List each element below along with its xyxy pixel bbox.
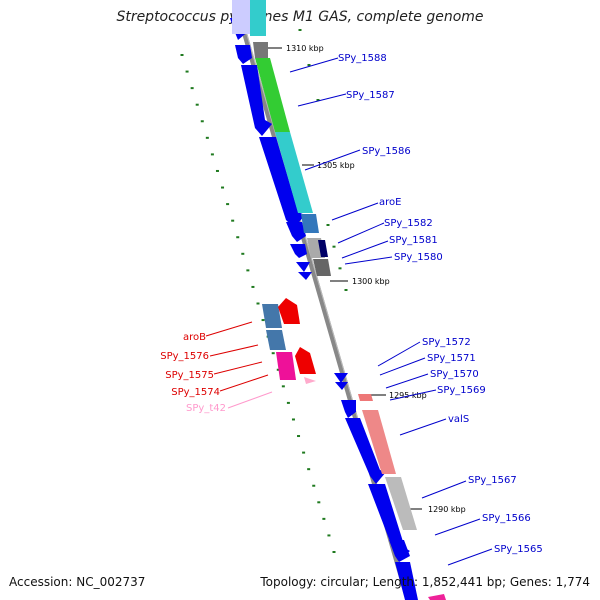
- gene-label[interactable]: SPy_1565: [494, 544, 543, 555]
- trna-marker[interactable]: [304, 377, 316, 384]
- cog-block[interactable]: [255, 58, 290, 132]
- accession-text: Accession: NC_002737: [9, 575, 146, 589]
- cog-block[interactable]: [232, 0, 250, 34]
- cds-arrow[interactable]: [290, 244, 307, 258]
- gene-label[interactable]: SPy_1575: [165, 370, 214, 381]
- gene-label[interactable]: SPy_1586: [362, 146, 411, 157]
- reverse-cog-track: [262, 298, 316, 384]
- gene-label[interactable]: SPy_1588: [338, 53, 387, 64]
- cog-block[interactable]: [313, 259, 331, 276]
- cog-block[interactable]: [253, 42, 268, 58]
- tick-label: 1295 kbp: [389, 391, 427, 400]
- gene-label[interactable]: aroE: [379, 197, 401, 208]
- cog-block[interactable]: [318, 240, 328, 257]
- cds-arrow[interactable]: [341, 400, 356, 418]
- cog-arrow[interactable]: [278, 298, 300, 324]
- cog-block[interactable]: [428, 594, 446, 600]
- cds-arrow[interactable]: [345, 418, 386, 484]
- label-leaders: [205, 57, 493, 566]
- gene-label[interactable]: SPy_1582: [384, 218, 433, 229]
- gene-label[interactable]: SPy_1570: [430, 369, 479, 380]
- gc-dash-track: [180, 29, 348, 553]
- map-title: Streptococcus pyogenes M1 GAS, complete …: [116, 9, 484, 25]
- topology-stats-text: Topology: circular; Length: 1,852,441 bp…: [260, 575, 590, 589]
- cds-arrow[interactable]: [259, 137, 305, 228]
- gene-label[interactable]: SPy_1580: [394, 252, 443, 263]
- cds-arrow[interactable]: [241, 65, 272, 136]
- gene-label[interactable]: SPy_1572: [422, 337, 471, 348]
- tick-1300: 1300 kbp: [330, 277, 390, 286]
- cds-arrow[interactable]: [334, 373, 348, 383]
- reverse-gene-labels: aroB SPy_1576 SPy_1575 SPy_1574 SPy_t42: [160, 332, 226, 414]
- gene-label[interactable]: SPy_1576: [160, 351, 209, 362]
- forward-gene-labels: SPy_1588 SPy_1587 SPy_1586 aroE SPy_1582…: [338, 53, 543, 555]
- cog-block[interactable]: [275, 132, 313, 213]
- tick-label: 1300 kbp: [352, 277, 390, 286]
- gene-label[interactable]: SPy_1567: [468, 475, 517, 486]
- cds-arrow[interactable]: [335, 382, 348, 390]
- gene-label[interactable]: valS: [448, 414, 469, 425]
- cog-block[interactable]: [266, 330, 286, 350]
- cog-block[interactable]: [385, 477, 417, 530]
- gene-label[interactable]: SPy_1571: [427, 353, 476, 364]
- tick-1290: 1290 kbp: [404, 505, 466, 514]
- cds-arrow[interactable]: [296, 262, 310, 272]
- gene-label[interactable]: SPy_1587: [346, 90, 395, 101]
- cds-arrow[interactable]: [235, 45, 252, 64]
- cog-block[interactable]: [358, 394, 373, 401]
- cog-arrow[interactable]: [295, 347, 316, 374]
- forward-cog-track: [232, 0, 446, 600]
- cog-block[interactable]: [301, 214, 319, 233]
- gene-label[interactable]: SPy_1581: [389, 235, 438, 246]
- tick-1310: 1310 kbp: [264, 44, 324, 53]
- cds-track: [230, 18, 418, 600]
- gene-label[interactable]: aroB: [183, 332, 206, 343]
- tick-label: 1305 kbp: [317, 161, 355, 170]
- tick-label: 1290 kbp: [428, 505, 466, 514]
- cog-block[interactable]: [362, 410, 396, 474]
- cds-arrow[interactable]: [389, 540, 410, 562]
- cog-block[interactable]: [276, 352, 296, 380]
- cds-arrow[interactable]: [298, 272, 312, 280]
- cog-block[interactable]: [250, 0, 266, 36]
- cds-arrow[interactable]: [286, 222, 306, 242]
- gene-label[interactable]: SPy_1569: [437, 385, 486, 396]
- gene-label[interactable]: SPy_1574: [171, 387, 220, 398]
- cds-arrow[interactable]: [395, 562, 418, 600]
- tick-label: 1310 kbp: [286, 44, 324, 53]
- gene-label[interactable]: SPy_1566: [482, 513, 531, 524]
- cog-block[interactable]: [262, 304, 282, 328]
- tick-1305: 1305 kbp: [302, 161, 355, 170]
- gene-label[interactable]: SPy_t42: [186, 403, 226, 414]
